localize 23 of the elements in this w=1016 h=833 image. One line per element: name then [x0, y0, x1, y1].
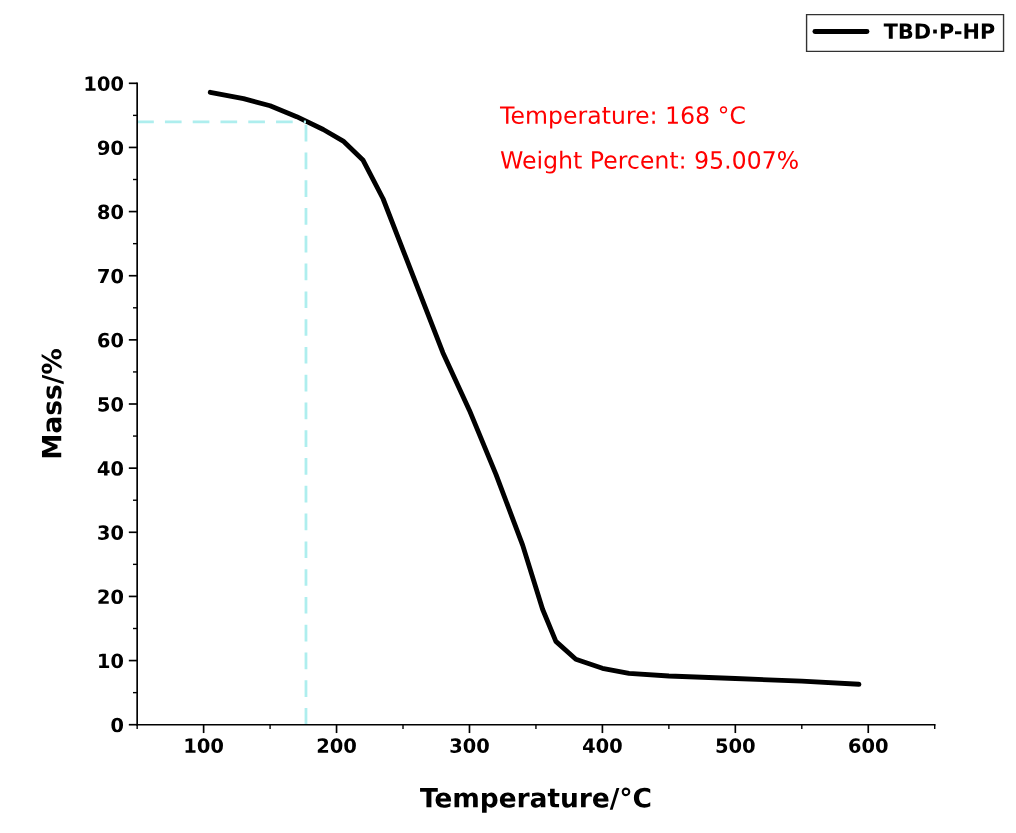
- y-tick-label: 10: [99, 653, 124, 669]
- y-tick-label: 30: [98, 525, 124, 540]
- y-tick-label: 0: [111, 717, 124, 733]
- y-tick-label: 80: [98, 204, 124, 220]
- y-tick-label: 40: [97, 461, 124, 476]
- line-series: [207, 89, 862, 687]
- x-tick-label: 300: [450, 738, 489, 753]
- y-tick-label: 20: [98, 589, 124, 605]
- y-tick-label: 60: [98, 332, 124, 348]
- x-tick-label: 400: [582, 738, 622, 753]
- y-axis-title: Mass/%: [41, 349, 64, 458]
- x-tick-label: 100: [185, 738, 223, 753]
- annotation: Temperature: 168 °C: [499, 106, 745, 129]
- legend-label: TBD·P-HP: [883, 23, 995, 39]
- y-tick-label: 70: [98, 268, 124, 284]
- x-tick-label: 500: [716, 738, 755, 753]
- y-tick-label: 50: [98, 396, 124, 412]
- y-tick-label: 100: [85, 76, 124, 91]
- x-tick-label: 600: [849, 738, 888, 753]
- x-axis-title: Temperature/°C: [420, 787, 651, 813]
- x-tick-label: 200: [317, 738, 356, 753]
- y-tick-label: 90: [97, 140, 124, 156]
- annotation: Weight Percent: 95.007%: [500, 150, 798, 174]
